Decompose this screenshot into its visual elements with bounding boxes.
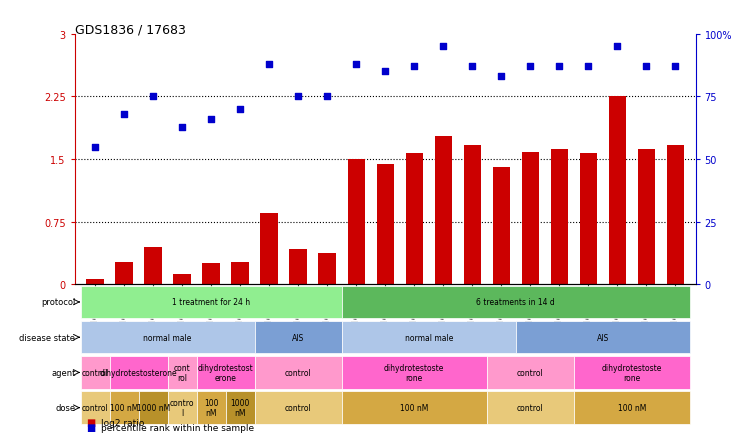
Bar [174, 275, 191, 285]
Point [234, 106, 246, 113]
Point [466, 64, 478, 71]
FancyBboxPatch shape [110, 391, 138, 424]
FancyBboxPatch shape [516, 321, 690, 354]
Point [640, 64, 652, 71]
FancyBboxPatch shape [342, 286, 690, 319]
Text: contro
l: contro l [170, 398, 194, 418]
Bar [580, 154, 597, 285]
Text: dihydrotestoste
rone: dihydrotestoste rone [601, 363, 662, 382]
FancyBboxPatch shape [81, 356, 110, 389]
Text: control: control [517, 368, 544, 377]
Bar [231, 262, 249, 285]
Bar [521, 153, 539, 285]
Text: dose: dose [55, 403, 76, 412]
Bar [144, 247, 162, 285]
FancyBboxPatch shape [487, 391, 574, 424]
Point [408, 64, 420, 71]
Bar [260, 214, 278, 285]
Text: normal male: normal male [405, 333, 453, 342]
FancyBboxPatch shape [226, 391, 254, 424]
Text: dihydrotestoste
rone: dihydrotestoste rone [384, 363, 444, 382]
Bar [115, 262, 133, 285]
Text: 100 nM: 100 nM [400, 403, 429, 412]
Bar [666, 145, 684, 285]
FancyBboxPatch shape [487, 356, 574, 389]
Bar [348, 160, 365, 285]
Text: AIS: AIS [292, 333, 304, 342]
Bar [405, 154, 423, 285]
Point [350, 61, 362, 68]
Point [495, 74, 507, 81]
Point [582, 64, 594, 71]
FancyBboxPatch shape [138, 391, 168, 424]
FancyBboxPatch shape [168, 356, 197, 389]
Bar [203, 263, 220, 285]
FancyBboxPatch shape [110, 356, 168, 389]
Bar [319, 253, 336, 285]
Bar [376, 165, 394, 285]
Text: ■: ■ [86, 418, 95, 427]
Text: control: control [82, 368, 108, 377]
Bar [637, 150, 655, 285]
Text: dihydrotestosterone: dihydrotestosterone [99, 368, 177, 377]
FancyBboxPatch shape [574, 391, 690, 424]
Bar [435, 136, 452, 285]
Text: control: control [517, 403, 544, 412]
Point [263, 61, 275, 68]
FancyBboxPatch shape [197, 356, 254, 389]
Point [89, 144, 101, 151]
Text: 1 treatment for 24 h: 1 treatment for 24 h [172, 298, 251, 307]
Bar [464, 145, 481, 285]
Text: 100 nM: 100 nM [618, 403, 646, 412]
Text: log2 ratio: log2 ratio [101, 418, 144, 427]
FancyBboxPatch shape [574, 356, 690, 389]
Point [205, 116, 217, 123]
FancyBboxPatch shape [342, 356, 487, 389]
Text: 6 treatments in 14 d: 6 treatments in 14 d [476, 298, 555, 307]
Text: percentile rank within the sample: percentile rank within the sample [101, 423, 254, 432]
Bar [87, 279, 104, 285]
Text: protocol: protocol [41, 298, 76, 307]
Point [321, 94, 333, 101]
Text: control: control [285, 368, 312, 377]
Point [524, 64, 536, 71]
Text: control: control [285, 403, 312, 412]
FancyBboxPatch shape [197, 391, 226, 424]
Text: 100 nM: 100 nM [110, 403, 138, 412]
Point [118, 111, 130, 118]
FancyBboxPatch shape [342, 391, 487, 424]
FancyBboxPatch shape [81, 286, 342, 319]
Text: disease state: disease state [19, 333, 76, 342]
Text: GDS1836 / 17683: GDS1836 / 17683 [75, 24, 186, 37]
Text: normal male: normal male [144, 333, 191, 342]
Point [554, 64, 565, 71]
Text: 1000
nM: 1000 nM [230, 398, 250, 418]
Text: agent: agent [51, 368, 76, 377]
Text: control: control [82, 403, 108, 412]
FancyBboxPatch shape [254, 321, 342, 354]
Point [292, 94, 304, 101]
FancyBboxPatch shape [254, 391, 342, 424]
FancyBboxPatch shape [81, 321, 254, 354]
FancyBboxPatch shape [342, 321, 516, 354]
FancyBboxPatch shape [168, 391, 197, 424]
Text: 1000 nM: 1000 nM [136, 403, 170, 412]
Bar [493, 168, 510, 285]
Text: cont
rol: cont rol [174, 363, 191, 382]
Bar [289, 250, 307, 285]
Bar [551, 150, 568, 285]
Text: dihydrotestost
erone: dihydrotestost erone [197, 363, 254, 382]
Point [379, 69, 391, 76]
Point [669, 64, 681, 71]
Text: AIS: AIS [597, 333, 609, 342]
FancyBboxPatch shape [81, 391, 110, 424]
Point [147, 94, 159, 101]
Point [438, 44, 450, 51]
Point [611, 44, 623, 51]
Bar [609, 97, 626, 285]
Text: 100
nM: 100 nM [204, 398, 218, 418]
Text: ■: ■ [86, 422, 95, 432]
FancyBboxPatch shape [254, 356, 342, 389]
Point [177, 124, 188, 131]
